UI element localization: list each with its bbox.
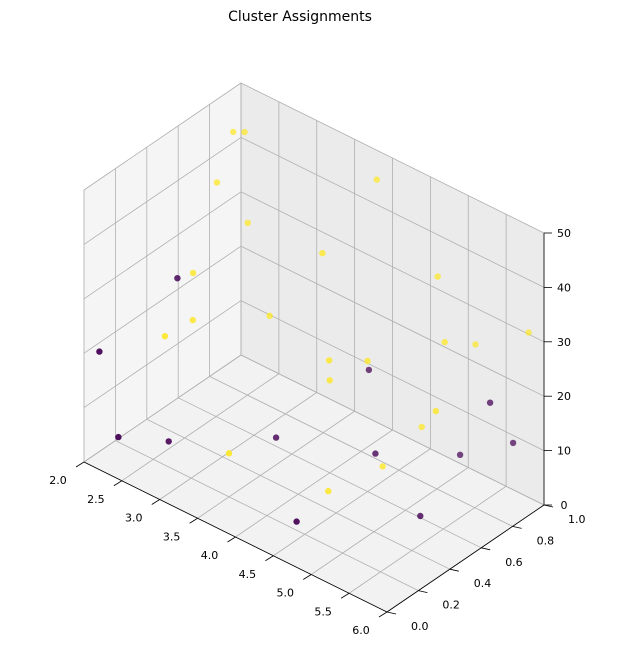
tick-labels: 2.0 2.5 3.0 3.5 4.0 4.5 5.0 5.5 6.0 0.0 0.2 0.4 0.6 0… — [49, 227, 585, 637]
y-axis-line — [386, 504, 545, 613]
z-tick-label: 50 — [557, 227, 571, 240]
z-tick-label: 40 — [557, 281, 571, 294]
cluster-1-point — [525, 329, 532, 336]
cluster-1-point — [213, 179, 221, 186]
cluster-1-point — [373, 176, 380, 183]
cluster-0-point — [165, 438, 172, 445]
x-tick-label: 2.5 — [87, 493, 105, 506]
y-tick-label: 1.0 — [568, 513, 586, 526]
z-grid-line — [83, 136, 545, 288]
x-tick-label: 6.0 — [352, 624, 370, 637]
cluster-1-point — [230, 128, 237, 136]
z-tick-label: 0 — [561, 499, 568, 512]
chart-title: Cluster Assignments — [228, 9, 372, 25]
cluster-0-point — [456, 451, 464, 458]
cluster-0-point — [372, 450, 379, 457]
x-tick-mark — [265, 555, 274, 562]
z-grid-line — [83, 82, 545, 234]
y-tick-mark — [449, 568, 459, 572]
y-tick-label: 0.8 — [537, 534, 555, 547]
y-tick-mark — [386, 611, 397, 615]
cluster-0-point — [272, 434, 280, 441]
cluster-1-point — [319, 250, 326, 257]
cluster-1-point — [379, 463, 386, 470]
y-tick-label: 0.4 — [474, 577, 492, 590]
y-tick-mark — [418, 590, 428, 593]
cluster-1-point — [161, 333, 169, 340]
cluster-1-point — [189, 269, 197, 277]
cluster-1-point — [432, 407, 439, 415]
cluster-1-point — [325, 357, 333, 364]
cluster-0-point — [115, 433, 122, 441]
y-tick-mark — [512, 526, 522, 529]
scatter-points — [96, 128, 532, 525]
cluster-1-point — [364, 357, 371, 365]
x-tick-mark — [151, 499, 160, 505]
cluster-1-point — [225, 450, 233, 457]
z-tick-label: 10 — [557, 445, 571, 458]
z-tick-label: 20 — [557, 390, 571, 403]
x-tick-label: 3.0 — [125, 512, 143, 525]
x-tick-mark — [113, 480, 123, 487]
cluster-0-point — [417, 512, 424, 520]
cluster-1-point — [244, 219, 251, 227]
x-tick-label: 5.5 — [314, 605, 332, 618]
cluster-0-point — [365, 366, 373, 374]
x-tick-mark — [227, 536, 236, 543]
x-tick-mark — [340, 592, 350, 599]
y-tick-mark — [481, 547, 491, 551]
z-grid-line — [83, 191, 545, 343]
x-tick-label: 5.0 — [277, 587, 295, 600]
cluster-1-point — [189, 316, 196, 324]
z-grid-line — [83, 245, 545, 397]
y-tick-label: 0.6 — [505, 556, 523, 569]
z-grid-line — [83, 354, 545, 506]
cluster-0-point — [96, 348, 103, 355]
cluster-0-point — [174, 275, 181, 282]
y-tick-label: 0.0 — [411, 620, 429, 633]
z-grid-line — [83, 300, 545, 451]
cluster-1-point — [418, 423, 425, 431]
cluster-0-point — [509, 439, 517, 447]
cluster-1-point — [325, 487, 332, 495]
cluster-1-point — [472, 341, 479, 348]
x-tick-mark — [189, 517, 198, 524]
z-tick-label: 30 — [557, 336, 571, 349]
x-tick-mark — [378, 611, 388, 618]
cluster-1-point — [326, 377, 333, 384]
y-tick-label: 0.2 — [442, 599, 460, 612]
x-tick-label: 4.0 — [201, 549, 219, 562]
cluster-1-point — [434, 273, 441, 280]
x-tick-label: 2.0 — [49, 474, 67, 487]
cluster-0-point — [293, 518, 300, 525]
x-tick-label: 4.5 — [239, 568, 257, 581]
cluster-1-point — [241, 128, 248, 136]
cluster-1-point — [441, 338, 448, 346]
x-tick-mark — [303, 574, 312, 580]
x-tick-label: 3.5 — [163, 530, 181, 543]
cluster-1-point — [266, 312, 273, 319]
grid-lines — [83, 82, 545, 613]
cluster-0-point — [486, 399, 494, 406]
x-tick-mark — [75, 461, 85, 468]
